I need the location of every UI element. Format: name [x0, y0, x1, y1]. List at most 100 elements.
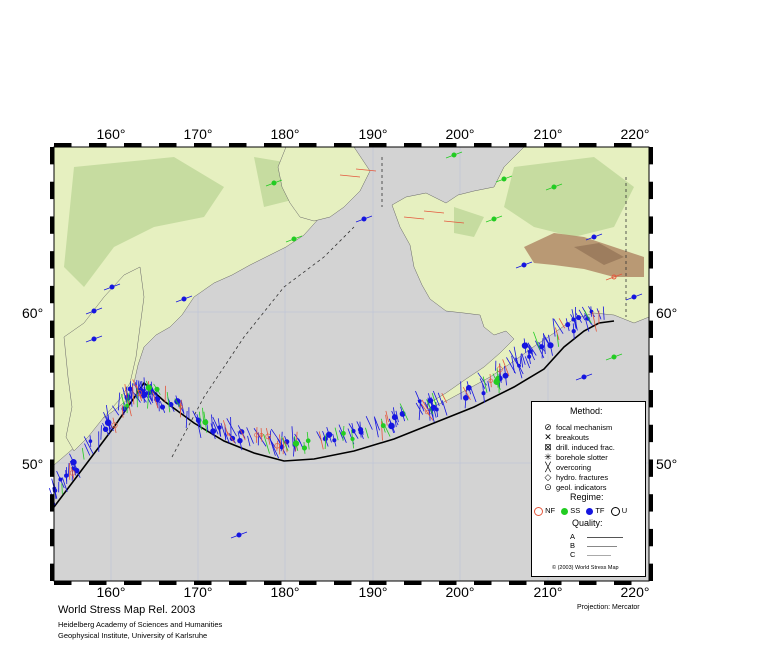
land-alaska-mountains — [524, 233, 644, 277]
stress-point — [491, 216, 497, 222]
border-segment — [544, 581, 562, 585]
stress-bar — [147, 389, 150, 409]
stress-point — [271, 180, 277, 186]
stress-bar — [202, 407, 205, 423]
stress-bar — [61, 477, 68, 492]
legend-method-overcoring: ╳ overcoring — [540, 462, 591, 473]
lon-tick-top-180: 180° — [270, 126, 300, 142]
stress-point — [91, 308, 97, 314]
stress-bar — [584, 315, 590, 332]
stress-bar — [198, 411, 202, 430]
stress-point — [109, 284, 115, 290]
border-segment — [404, 581, 422, 585]
stress-point — [388, 422, 395, 430]
stress-bar — [511, 355, 515, 373]
stress-bar — [185, 410, 188, 428]
legend-regime-title: Regime: — [570, 492, 604, 502]
stress-bar — [152, 391, 159, 409]
stress-point — [140, 391, 148, 398]
land-chukotka — [277, 146, 371, 222]
legend-method-slotter: ✳ borehole slotter — [540, 452, 607, 463]
stress-point — [425, 410, 430, 415]
border-segment — [89, 143, 107, 147]
stress-point — [69, 470, 76, 476]
dashed-boundary-1 — [171, 226, 355, 458]
stress-point — [547, 342, 554, 349]
stress-point — [210, 428, 217, 435]
stress-point — [502, 372, 509, 379]
stress-point — [430, 404, 437, 411]
stress-point — [571, 329, 576, 334]
legend-regimes: NF SS TF U — [534, 506, 627, 516]
stress-bar — [355, 168, 377, 172]
stress-bar — [487, 381, 491, 392]
border-segment — [264, 581, 282, 585]
stress-bar — [121, 405, 124, 418]
stress-bar — [166, 392, 171, 413]
border-segment — [509, 143, 527, 147]
stress-bar — [602, 306, 605, 320]
stress-point — [111, 422, 118, 429]
stress-bar — [437, 392, 444, 406]
stress-bar — [424, 401, 431, 415]
stress-point — [136, 390, 143, 397]
stress-point — [391, 414, 398, 421]
stress-point — [340, 430, 346, 436]
stress-bar — [441, 400, 448, 416]
strike-slip-symbols — [61, 151, 623, 495]
stress-point — [259, 433, 264, 437]
border-segment — [404, 143, 422, 147]
border-segment — [649, 320, 653, 338]
border-segment — [50, 216, 54, 234]
footer-title: World Stress Map Rel. 2003 — [58, 604, 196, 616]
land-alaska-relief — [454, 157, 634, 237]
stress-bar — [521, 353, 526, 365]
stress-point — [291, 236, 297, 242]
border-segment — [229, 581, 247, 585]
stress-bar — [217, 426, 221, 437]
stress-point — [202, 419, 209, 426]
regime-nf-icon — [534, 506, 543, 516]
border-segment — [50, 355, 54, 373]
lon-tick-top-190: 190° — [358, 126, 388, 142]
stress-bar — [432, 390, 440, 407]
border-segment — [159, 143, 177, 147]
stress-bar — [84, 443, 91, 456]
stress-point — [581, 374, 587, 380]
border-segment — [54, 143, 72, 147]
stress-bar — [499, 363, 501, 375]
stress-bar — [127, 400, 132, 417]
stress-point — [125, 403, 130, 408]
border-segment — [50, 528, 54, 547]
lon-tick-top-160: 160° — [96, 126, 126, 142]
stress-bar — [81, 447, 85, 460]
border-segment — [474, 143, 492, 147]
stress-point — [361, 216, 367, 222]
stress-bar — [421, 399, 428, 410]
border-segment — [264, 143, 282, 147]
regime-u-icon — [610, 506, 620, 516]
border-segment — [50, 459, 54, 477]
stress-point — [495, 376, 500, 380]
stress-bar — [384, 425, 391, 437]
lat-tick-right-50: 50° — [656, 456, 678, 472]
stress-point — [551, 184, 557, 190]
stress-point — [521, 342, 529, 349]
border-segment — [544, 143, 562, 147]
border-segment — [299, 143, 317, 147]
stress-bar — [542, 333, 550, 344]
border-segment — [50, 424, 54, 443]
stress-bar — [61, 483, 63, 495]
stress-bar — [479, 378, 486, 389]
regime-tf-icon — [586, 507, 594, 515]
legend-method-focal: ⊘ focal mechanism — [540, 422, 612, 433]
stress-bar — [265, 427, 271, 445]
border-segment — [649, 528, 653, 547]
stress-point — [91, 336, 97, 342]
stress-point — [102, 426, 109, 432]
normal-symbols — [69, 168, 623, 480]
stress-bar — [428, 409, 431, 421]
geol-indicators-icon: ⊙ — [544, 482, 552, 492]
border-segment — [50, 147, 54, 165]
border-segment — [649, 216, 653, 234]
